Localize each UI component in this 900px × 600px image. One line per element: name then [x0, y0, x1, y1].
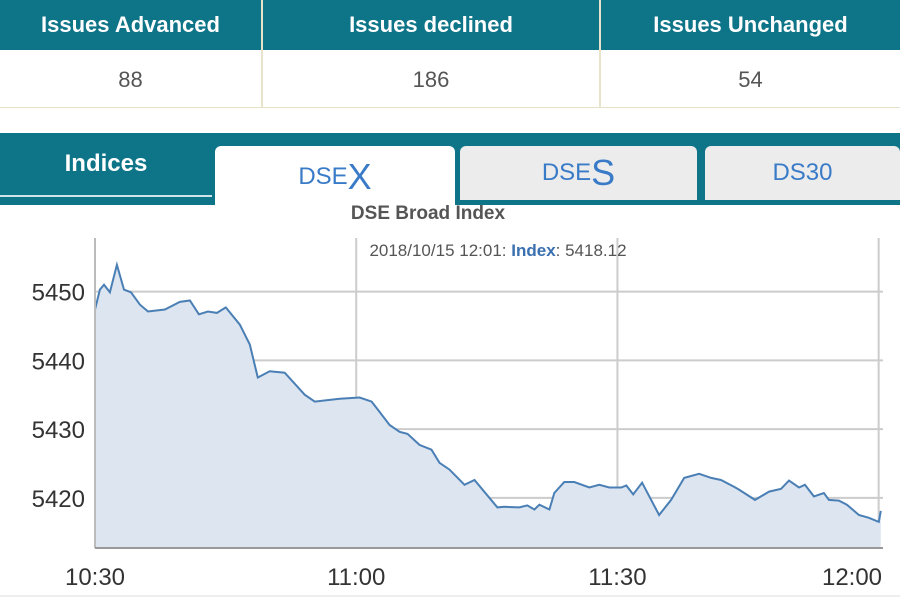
tab-dsex[interactable]: DSE X: [215, 146, 455, 208]
tooltip-label: Index: [511, 241, 556, 260]
y-tick-label: 5440: [32, 348, 85, 375]
data-points: [94, 264, 881, 522]
tooltip-value: : 5418.12: [556, 241, 627, 260]
x-tick-label: 12:00: [822, 564, 882, 591]
indices-label: Indices: [0, 133, 212, 197]
value-issues-unchanged: 54: [601, 52, 900, 108]
value-issues-declined: 186: [263, 52, 599, 108]
y-tick-label: 5430: [32, 417, 85, 444]
x-tick-label: 11:00: [327, 564, 385, 591]
market-stats-table: Issues Advanced Issues declined Issues U…: [0, 0, 900, 108]
tab-dsex-prefix: DSE: [298, 163, 348, 190]
tab-ds30-label: DS30: [772, 159, 833, 186]
header-issues-unchanged: Issues Unchanged: [601, 0, 900, 50]
value-issues-advanced: 88: [0, 52, 261, 108]
index-line: [94, 260, 882, 524]
divider: [261, 0, 263, 108]
divider: [599, 0, 601, 108]
chart-tooltip: 2018/10/15 12:01: Index: 5418.12: [369, 241, 626, 260]
tab-dses[interactable]: DSE S: [460, 146, 697, 203]
tab-dsex-suffix: X: [347, 156, 372, 197]
y-tick-label: 5420: [32, 486, 85, 513]
index-area-fill: [95, 264, 881, 548]
tab-ds30[interactable]: DS30: [705, 146, 900, 203]
header-issues-declined: Issues declined: [263, 0, 599, 50]
x-tick-label: 10:30: [65, 564, 125, 591]
y-tick-label: 5450: [32, 280, 85, 307]
x-tick-label: 11:30: [588, 564, 646, 591]
tooltip-date: 2018/10/15 12:01:: [369, 241, 506, 260]
header-issues-advanced: Issues Advanced: [0, 0, 261, 50]
tab-dses-prefix: DSE: [541, 159, 592, 186]
tab-dses-suffix: S: [591, 152, 616, 193]
